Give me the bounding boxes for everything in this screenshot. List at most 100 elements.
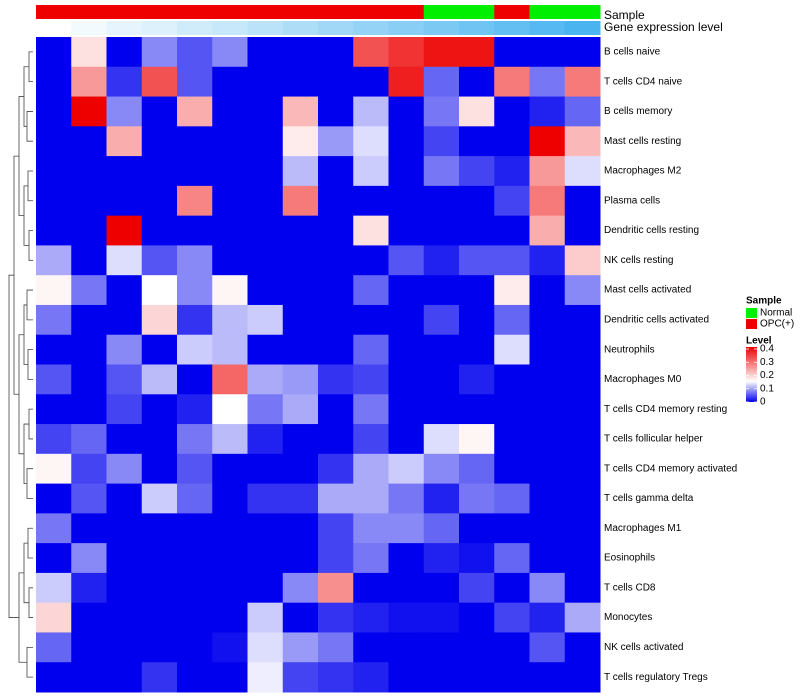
heatmap-cell <box>247 334 284 365</box>
heatmap-cell <box>423 37 460 68</box>
expression-track-cell <box>247 21 284 35</box>
heatmap-cell <box>212 245 248 276</box>
heatmap-cell <box>212 215 248 246</box>
heatmap-cell <box>529 245 566 276</box>
heatmap-cell <box>353 632 389 663</box>
heatmap-cell <box>71 632 107 663</box>
heatmap-cell <box>388 543 425 574</box>
dendrogram-branch <box>18 572 27 663</box>
heatmap-cell <box>388 394 425 425</box>
heatmap-cell <box>141 453 178 485</box>
heatmap-cell <box>459 662 495 693</box>
heatmap-cell <box>212 66 248 98</box>
heatmap-cell <box>106 513 143 544</box>
dendrogram-branch <box>28 230 33 261</box>
heatmap-cell <box>141 156 178 187</box>
heatmap-cell <box>318 275 354 306</box>
heatmap-cell <box>529 394 566 425</box>
heatmap-cell <box>36 185 72 217</box>
heatmap-cell <box>177 364 213 395</box>
heatmap-cell <box>177 424 213 455</box>
row-label: T cells gamma delta <box>604 493 694 504</box>
heatmap-cell <box>36 275 72 306</box>
heatmap-cell <box>212 37 248 68</box>
expression-track-cell <box>106 21 143 35</box>
heatmap-cell <box>177 245 213 276</box>
heatmap-cell <box>247 602 284 633</box>
heatmap-cell <box>564 364 601 395</box>
heatmap-cell <box>177 156 213 187</box>
heatmap-cell <box>141 334 178 365</box>
heatmap-cell <box>423 632 460 663</box>
heatmap-cell <box>212 513 248 544</box>
heatmap-cell <box>423 572 460 604</box>
heatmap-cell <box>247 662 284 693</box>
heatmap-cell <box>353 602 389 633</box>
heatmap-cell <box>318 632 354 663</box>
heatmap-cell <box>423 275 460 306</box>
expression-track-cell <box>36 21 72 35</box>
heatmap-cell <box>459 245 495 276</box>
heatmap-cell <box>529 185 566 217</box>
heatmap-cell <box>71 364 107 395</box>
heatmap-cell <box>529 662 566 693</box>
annotation-label-expression: Gene expression level <box>604 20 723 34</box>
heatmap-cell <box>494 543 530 574</box>
heatmap-cell <box>388 66 425 98</box>
legend-level-title: Level <box>746 336 772 347</box>
heatmap-cell <box>177 543 213 574</box>
heatmap-cell <box>141 483 178 514</box>
heatmap-cell <box>564 304 601 336</box>
heatmap-cell <box>459 96 495 127</box>
heatmap-cell <box>388 126 425 157</box>
row-label: Macrophages M1 <box>604 523 682 534</box>
legend-tick-label: 0.2 <box>760 370 774 381</box>
heatmap-cell <box>423 96 460 127</box>
heatmap-cell <box>282 304 319 336</box>
dendrogram-branch <box>27 349 33 380</box>
heatmap-cell <box>459 394 495 425</box>
heatmap-cell <box>36 126 72 157</box>
heatmap-cell <box>36 394 72 425</box>
heatmap-cell <box>459 364 495 395</box>
heatmap-cell <box>282 185 319 217</box>
heatmap-cell <box>282 156 319 187</box>
row-label: Macrophages M2 <box>604 166 682 177</box>
heatmap-cell <box>388 424 425 455</box>
heatmap-cell <box>423 483 460 514</box>
heatmap-cell <box>318 453 354 485</box>
heatmap-cell <box>564 334 601 365</box>
heatmap-cell <box>36 543 72 574</box>
row-label: T cells CD8 <box>604 582 656 593</box>
heatmap-cell <box>212 453 248 485</box>
heatmap-cell <box>353 304 389 336</box>
heatmap-cell <box>353 364 389 395</box>
heatmap-cell <box>106 304 143 336</box>
heatmap-cell <box>71 215 107 246</box>
heatmap-cell <box>177 394 213 425</box>
heatmap-cell <box>353 483 389 514</box>
heatmap-cell <box>423 156 460 187</box>
heatmap-cell <box>212 662 248 693</box>
heatmap-cell <box>247 245 284 276</box>
heatmap-cell <box>212 424 248 455</box>
legend-sample-title: Sample <box>746 296 782 307</box>
heatmap-cell <box>282 37 319 68</box>
heatmap-cell <box>423 66 460 98</box>
heatmap-cell <box>529 632 566 663</box>
heatmap-cell <box>459 304 495 336</box>
heatmap-cell <box>282 126 319 157</box>
sample-track-cell <box>529 5 566 19</box>
sample-track-cell <box>212 5 248 19</box>
heatmap-cell <box>247 37 284 68</box>
heatmap-cell <box>212 543 248 574</box>
heatmap-cell <box>106 543 143 574</box>
heatmap-cell <box>353 37 389 68</box>
heatmap-cell <box>529 513 566 544</box>
heatmap-cell <box>494 483 530 514</box>
heatmap-cell <box>318 126 354 157</box>
heatmap-cell <box>494 185 530 217</box>
sample-track-cell <box>36 5 72 19</box>
heatmap-cell <box>177 126 213 157</box>
heatmap-cell <box>106 37 143 68</box>
